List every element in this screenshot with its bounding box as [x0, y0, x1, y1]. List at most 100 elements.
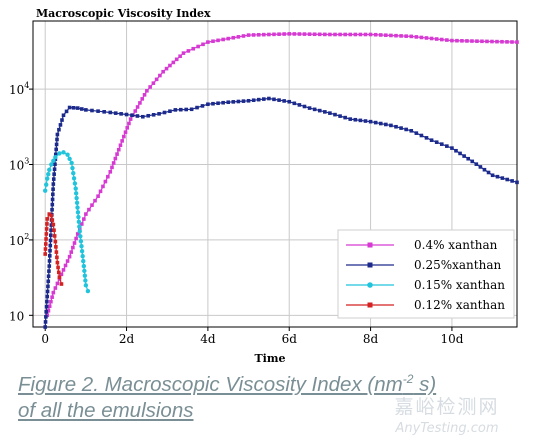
- data-point: [49, 299, 53, 304]
- data-point: [414, 131, 419, 135]
- data-point: [216, 38, 220, 43]
- chart-title: Macroscopic Viscosity Index: [36, 7, 211, 20]
- data-point: [317, 32, 322, 37]
- data-point: [171, 60, 176, 65]
- x-axis: 0 2d 4d 6d 8d 10d: [41, 327, 464, 346]
- data-point: [102, 110, 106, 114]
- data-point: [201, 42, 205, 47]
- data-point: [46, 172, 51, 177]
- plot-frame: [32, 20, 518, 328]
- caption-line-2: of all the emulsions: [18, 399, 194, 422]
- data-point: [51, 290, 56, 295]
- data-point: [164, 66, 169, 71]
- data-point: [458, 151, 462, 156]
- data-point: [145, 88, 149, 93]
- data-point: [75, 210, 81, 215]
- data-point: [55, 137, 59, 142]
- data-point: [48, 233, 53, 238]
- data-point: [45, 299, 49, 304]
- viscosity-chart: Macroscopic Viscosity Index 0 2d 4d 6d 8d 10d…: [9, 7, 519, 365]
- data-point: [57, 127, 61, 132]
- data-point: [51, 182, 56, 186]
- data-point: [47, 264, 52, 268]
- figure-caption: Figure 2. Macroscopic Viscosity Index (n…: [18, 372, 518, 424]
- data-point: [343, 115, 347, 120]
- data-point: [83, 278, 88, 283]
- legend-swatch-marker: [367, 302, 373, 308]
- data-point: [115, 152, 119, 156]
- data-point: [272, 32, 276, 37]
- data-point: [404, 127, 408, 132]
- data-point: [54, 245, 58, 249]
- data-point: [378, 33, 383, 37]
- data-point: [75, 106, 80, 110]
- data-point: [462, 154, 466, 158]
- data-point: [490, 39, 494, 44]
- data-point: [328, 111, 332, 115]
- data-point: [44, 304, 49, 309]
- data-point: [44, 227, 49, 231]
- data-point: [55, 255, 59, 260]
- series-group: [43, 32, 519, 329]
- data-point: [287, 99, 292, 104]
- data-point: [108, 170, 113, 174]
- data-point: [445, 144, 449, 148]
- data-point: [44, 237, 48, 241]
- watermark: 嘉峪检测网 AnyTesting.com: [372, 392, 522, 436]
- data-point: [141, 114, 145, 119]
- data-point: [106, 174, 110, 179]
- data-point: [465, 39, 469, 43]
- y-tick-label: 103: [9, 157, 29, 173]
- data-point: [96, 194, 100, 198]
- caption-line-1-unit: s): [413, 373, 437, 396]
- data-point: [414, 35, 419, 39]
- data-point: [338, 114, 342, 118]
- data-point: [119, 112, 123, 116]
- data-point: [495, 174, 500, 179]
- data-point: [53, 286, 58, 290]
- data-point: [53, 154, 58, 160]
- data-point: [51, 177, 56, 181]
- data-point: [84, 108, 88, 112]
- data-point: [510, 179, 514, 183]
- data-point: [450, 146, 454, 150]
- data-point: [133, 109, 138, 113]
- data-point: [67, 254, 72, 259]
- data-point: [52, 172, 56, 176]
- data-point: [45, 217, 50, 221]
- data-point: [75, 205, 80, 210]
- data-point: [43, 320, 48, 324]
- data-point: [90, 203, 94, 207]
- data-point: [272, 97, 276, 102]
- y-tick-base: 10: [9, 83, 24, 97]
- caption-exponent: -2: [402, 372, 414, 387]
- data-point: [211, 39, 215, 44]
- data-point: [500, 39, 504, 44]
- data-point: [292, 101, 297, 106]
- data-point: [485, 39, 489, 44]
- data-point: [61, 150, 66, 155]
- data-point: [61, 268, 66, 272]
- data-point: [348, 117, 353, 121]
- data-point: [127, 121, 131, 126]
- data-point: [384, 33, 388, 37]
- data-point: [363, 119, 368, 123]
- data-point: [59, 282, 64, 286]
- data-point: [241, 34, 246, 38]
- data-point: [246, 33, 251, 37]
- data-point: [323, 110, 327, 114]
- data-point: [267, 96, 271, 101]
- data-point: [174, 57, 179, 62]
- data-point: [470, 39, 474, 43]
- data-point: [495, 39, 499, 44]
- data-point: [151, 112, 156, 117]
- data-point: [71, 245, 75, 250]
- data-point: [282, 32, 286, 36]
- data-point: [81, 263, 87, 269]
- data-point: [47, 304, 52, 309]
- data-point: [46, 284, 50, 289]
- data-point: [74, 236, 78, 241]
- data-point: [72, 181, 78, 186]
- data-point: [343, 32, 347, 37]
